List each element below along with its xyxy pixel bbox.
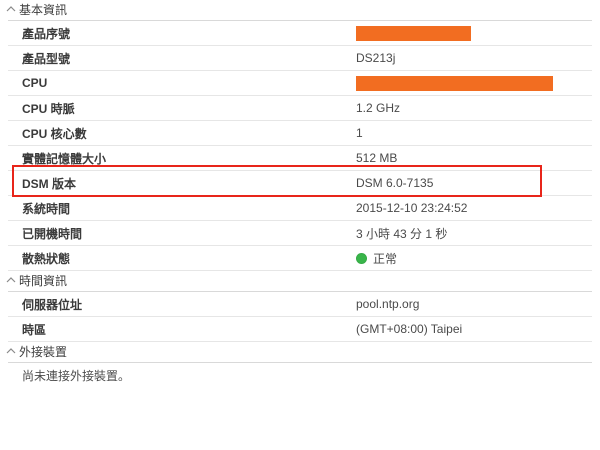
row-value-cpu-cores: 1: [356, 126, 363, 140]
row-label-cpu-cores: CPU 核心數: [22, 126, 87, 141]
row-value-ntp-server: pool.ntp.org: [356, 297, 420, 311]
chevron-up-icon: [4, 2, 18, 16]
external-devices-note: 尚未連接外接裝置。: [22, 368, 131, 383]
row-label-thermal-status: 散熱狀態: [22, 251, 71, 266]
row-value-cpu: [356, 75, 592, 91]
section-header-time-info[interactable]: 時間資訊: [0, 271, 600, 289]
row-label-serial-number: 產品序號: [22, 26, 71, 41]
row-label-cpu: CPU: [22, 76, 48, 90]
row-value-uptime: 3 小時 43 分 1 秒: [356, 226, 448, 241]
section-title-time-info: 時間資訊: [19, 273, 68, 288]
table-row: CPU: [8, 71, 592, 96]
table-row: 伺服器位址 pool.ntp.org: [8, 292, 592, 317]
section-title-external-devices: 外接裝置: [19, 344, 68, 359]
row-value-cpu-clock: 1.2 GHz: [356, 101, 401, 115]
row-value-serial-number: [356, 25, 592, 41]
table-row: DSM 版本 DSM 6.0-7135: [8, 171, 592, 196]
table-row: 已開機時間 3 小時 43 分 1 秒: [8, 221, 592, 246]
row-label-total-memory: 實體記憶體大小: [22, 151, 107, 166]
row-label-system-time: 系統時間: [22, 201, 71, 216]
row-label-cpu-clock: CPU 時脈: [22, 101, 75, 116]
table-row: CPU 時脈 1.2 GHz: [8, 96, 592, 121]
row-value-timezone: (GMT+08:00) Taipei: [356, 322, 463, 336]
row-value-model-name: DS213j: [356, 51, 396, 65]
section-divider-external-devices: [8, 362, 592, 363]
row-label-timezone: 時區: [22, 322, 47, 337]
table-row: 產品型號 DS213j: [8, 46, 592, 71]
row-label-ntp-server: 伺服器位址: [22, 297, 83, 312]
section-title-basic-info: 基本資訊: [19, 2, 68, 17]
row-value-system-time: 2015-12-10 23:24:52: [356, 201, 468, 215]
chevron-up-icon: [4, 273, 18, 287]
chevron-up-icon: [4, 344, 18, 358]
redaction-bar: [356, 25, 471, 41]
status-ok-icon: [356, 252, 367, 264]
section-header-external-devices[interactable]: 外接裝置: [0, 342, 600, 360]
row-label-dsm-version: DSM 版本: [22, 176, 77, 191]
row-value-dsm-version: DSM 6.0-7135: [356, 176, 434, 190]
table-row: 系統時間 2015-12-10 23:24:52: [8, 196, 592, 221]
row-label-uptime: 已開機時間: [22, 226, 83, 241]
redaction-bar: [356, 75, 553, 91]
table-row: 實體記憶體大小 512 MB: [8, 146, 592, 171]
section-divider-time-info: [8, 291, 592, 292]
table-row: 產品序號: [8, 21, 592, 46]
section-divider-basic-info: [8, 20, 592, 21]
row-label-model-name: 產品型號: [22, 51, 71, 66]
status-badge: 正常: [373, 251, 398, 266]
section-header-basic-info[interactable]: 基本資訊: [0, 0, 600, 18]
table-row: 散熱狀態 正常: [8, 246, 592, 271]
row-value-thermal-status: 正常: [356, 250, 592, 267]
basic-info-rows: 產品序號 產品型號 DS213j CPU CPU 時脈 1.2 GHz CPU …: [0, 21, 600, 271]
row-value-total-memory: 512 MB: [356, 151, 398, 165]
time-info-rows: 伺服器位址 pool.ntp.org 時區 (GMT+08:00) Taipei: [0, 292, 600, 342]
table-row: 時區 (GMT+08:00) Taipei: [8, 317, 592, 342]
table-row: CPU 核心數 1: [8, 121, 592, 146]
